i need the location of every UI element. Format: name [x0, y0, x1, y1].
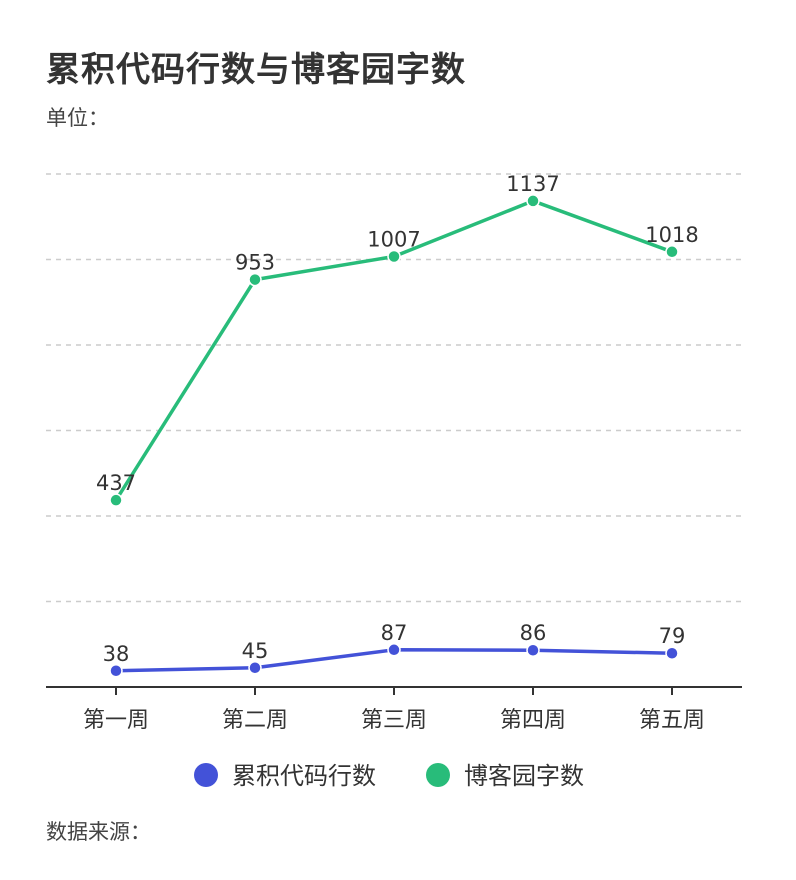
data-label: 87	[381, 621, 408, 645]
data-point	[387, 249, 401, 264]
source-label: 数据来源：	[46, 820, 151, 844]
unit-label: 单位：	[46, 106, 109, 130]
x-axis: 第一周 第二周 第三周 第四周 第五周	[46, 686, 742, 733]
data-point	[526, 643, 540, 657]
data-point	[387, 643, 401, 657]
data-label: 1137	[506, 172, 559, 196]
x-tick-label: 第三周	[361, 708, 427, 733]
data-point	[109, 493, 123, 507]
x-tick-label: 第五周	[639, 708, 705, 733]
data-label: 1007	[367, 228, 420, 252]
data-point	[665, 646, 679, 660]
x-tick-label: 第二周	[222, 708, 288, 733]
legend-marker	[426, 763, 450, 787]
data-labels: 38 45 87 86 79 437 953 1007 1137 1018	[96, 172, 699, 666]
data-point	[248, 661, 262, 675]
data-label: 953	[235, 251, 275, 275]
legend-marker	[194, 763, 218, 787]
legend: 累积代码行数 博客园字数	[194, 762, 584, 790]
data-label: 45	[242, 639, 269, 663]
chart-title: 累积代码行数与博客园字数	[46, 50, 466, 90]
data-point	[109, 664, 123, 678]
data-point	[526, 194, 540, 208]
grid-lines	[46, 173, 742, 603]
data-label: 86	[520, 621, 547, 645]
data-label: 1018	[645, 223, 698, 247]
data-label: 38	[103, 642, 130, 666]
legend-label: 博客园字数	[464, 762, 584, 790]
data-point	[248, 272, 262, 287]
x-tick-label: 第一周	[83, 708, 149, 733]
data-point	[665, 245, 679, 259]
x-tick-label: 第四周	[500, 708, 566, 733]
data-label: 79	[659, 624, 686, 648]
data-label: 437	[96, 471, 136, 495]
series-layer	[109, 194, 679, 678]
legend-label: 累积代码行数	[232, 762, 376, 790]
